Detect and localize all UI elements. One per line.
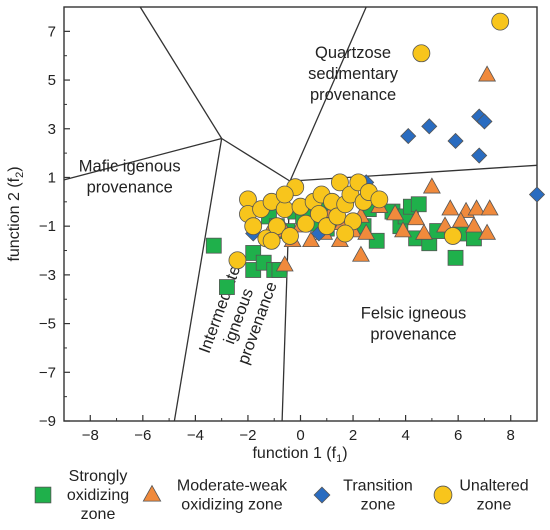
x-tick-label: −6 — [134, 427, 151, 444]
moderate-point-25 — [478, 65, 497, 82]
legend-item-strongly: Strongly oxidizing zone — [34, 468, 129, 523]
y-tick-label: 5 — [48, 72, 56, 89]
moderate-point-27 — [357, 223, 376, 240]
legend-label-strongly: Strongly oxidizing zone — [67, 468, 129, 523]
region-label-3: Felsic igneous provenance — [361, 305, 466, 344]
unaltered-point-5 — [244, 217, 263, 236]
strongly-point-1 — [205, 237, 222, 254]
region-labels: Quartzose sedimentary provenance Mafic igen… — [79, 44, 466, 367]
moderate-point-18 — [441, 199, 460, 216]
moderate-point-12 — [386, 204, 405, 221]
series-unaltered — [228, 12, 510, 270]
y-tick-label: −9 — [39, 413, 56, 430]
unaltered-point-33 — [275, 185, 294, 204]
y-tick-label: −5 — [39, 316, 56, 333]
moderate-point-26 — [351, 245, 370, 262]
moderate-point-24 — [480, 199, 499, 216]
moderate-point-15 — [415, 223, 433, 240]
boundary-line-1 — [139, 6, 223, 139]
transition-point-1 — [400, 128, 417, 145]
boundary-line-4 — [289, 164, 538, 182]
moderate-point-29 — [275, 255, 294, 272]
transition-point-5 — [476, 113, 493, 130]
moderate-point-20 — [451, 211, 470, 228]
y-tick-label: −3 — [39, 267, 56, 284]
legend-label-transition: Transition zone — [343, 478, 413, 514]
x-tick-label: 2 — [349, 427, 357, 444]
series-transition — [245, 108, 546, 242]
legend: Strongly oxidizing zone Moderate-weak oxidiz… — [34, 468, 529, 523]
x-tick-label: −2 — [239, 427, 256, 444]
y-axis-title: function 2 (f2) — [6, 166, 26, 261]
boundary-line-3 — [221, 137, 291, 182]
transition-point-2 — [421, 118, 438, 135]
x-tick-label: 0 — [296, 427, 304, 444]
region-label-2: Mafic igenous provenance — [79, 157, 181, 196]
legend-item-unaltered: Unaltered zone — [433, 478, 529, 514]
transition-point-3 — [447, 132, 464, 150]
moderate-point-14 — [407, 209, 426, 226]
unaltered-point-31 — [336, 224, 355, 243]
strongly-point-24 — [410, 196, 427, 213]
x-tick-label: 6 — [454, 427, 462, 444]
data-points — [205, 12, 546, 295]
moderate-point-23 — [478, 223, 497, 240]
x-tick-label: −8 — [82, 427, 99, 444]
boundary-line-2 — [63, 137, 222, 181]
unaltered-point-30 — [262, 231, 281, 250]
strongly-point-28 — [447, 249, 464, 266]
legend-marker-moderate — [142, 484, 162, 502]
y-tick-label: −1 — [39, 218, 56, 235]
x-tick-label: 4 — [401, 427, 409, 444]
unaltered-point-2 — [491, 12, 510, 31]
legend-marker-strongly — [34, 486, 52, 504]
legend-item-transition: Transition zone — [313, 478, 413, 514]
axis-ticks: −8 −6 −4 −2 0 2 4 6 8 −9 −7 −5 −3 −1 1 3 5 7 — [39, 6, 538, 444]
strongly-point-2 — [219, 279, 235, 295]
legend-label-unaltered: Unaltered zone — [459, 478, 528, 514]
unaltered-point-32 — [444, 227, 462, 245]
y-tick-label: 3 — [48, 121, 56, 138]
boundary-line-7 — [281, 181, 291, 422]
y-tick-label: 1 — [48, 169, 56, 186]
region-label-1: Quartzose sedimentary provenance — [308, 44, 399, 104]
transition-point-7 — [528, 186, 546, 203]
boundary-line-5 — [289, 6, 367, 182]
transition-point-6 — [471, 147, 488, 164]
moderate-point-13 — [394, 221, 412, 238]
moderate-point-16 — [422, 177, 441, 194]
unaltered-point-29 — [228, 251, 247, 270]
unaltered-point-28 — [370, 190, 389, 209]
moderate-point-5 — [302, 230, 320, 248]
y-tick-label: 7 — [48, 23, 56, 40]
legend-item-moderate: Moderate-weak oxidizing zone — [142, 478, 288, 514]
y-tick-label: −7 — [39, 364, 56, 381]
boundary-line-6 — [173, 138, 223, 422]
x-tick-label: −4 — [187, 427, 204, 444]
unaltered-point-14 — [296, 214, 315, 233]
x-tick-label: 8 — [507, 427, 515, 444]
field-boundaries — [63, 6, 538, 422]
unaltered-point-21 — [331, 173, 349, 192]
legend-marker-unaltered — [433, 485, 453, 505]
legend-label-moderate: Moderate-weak oxidizing zone — [177, 478, 288, 514]
unaltered-point-11 — [281, 227, 299, 245]
legend-marker-transition — [313, 486, 331, 504]
moderate-point-22 — [467, 199, 486, 216]
moderate-point-21 — [464, 216, 483, 233]
unaltered-point-1 — [412, 44, 431, 63]
x-axis-title: function 1 (f1) — [252, 445, 347, 465]
